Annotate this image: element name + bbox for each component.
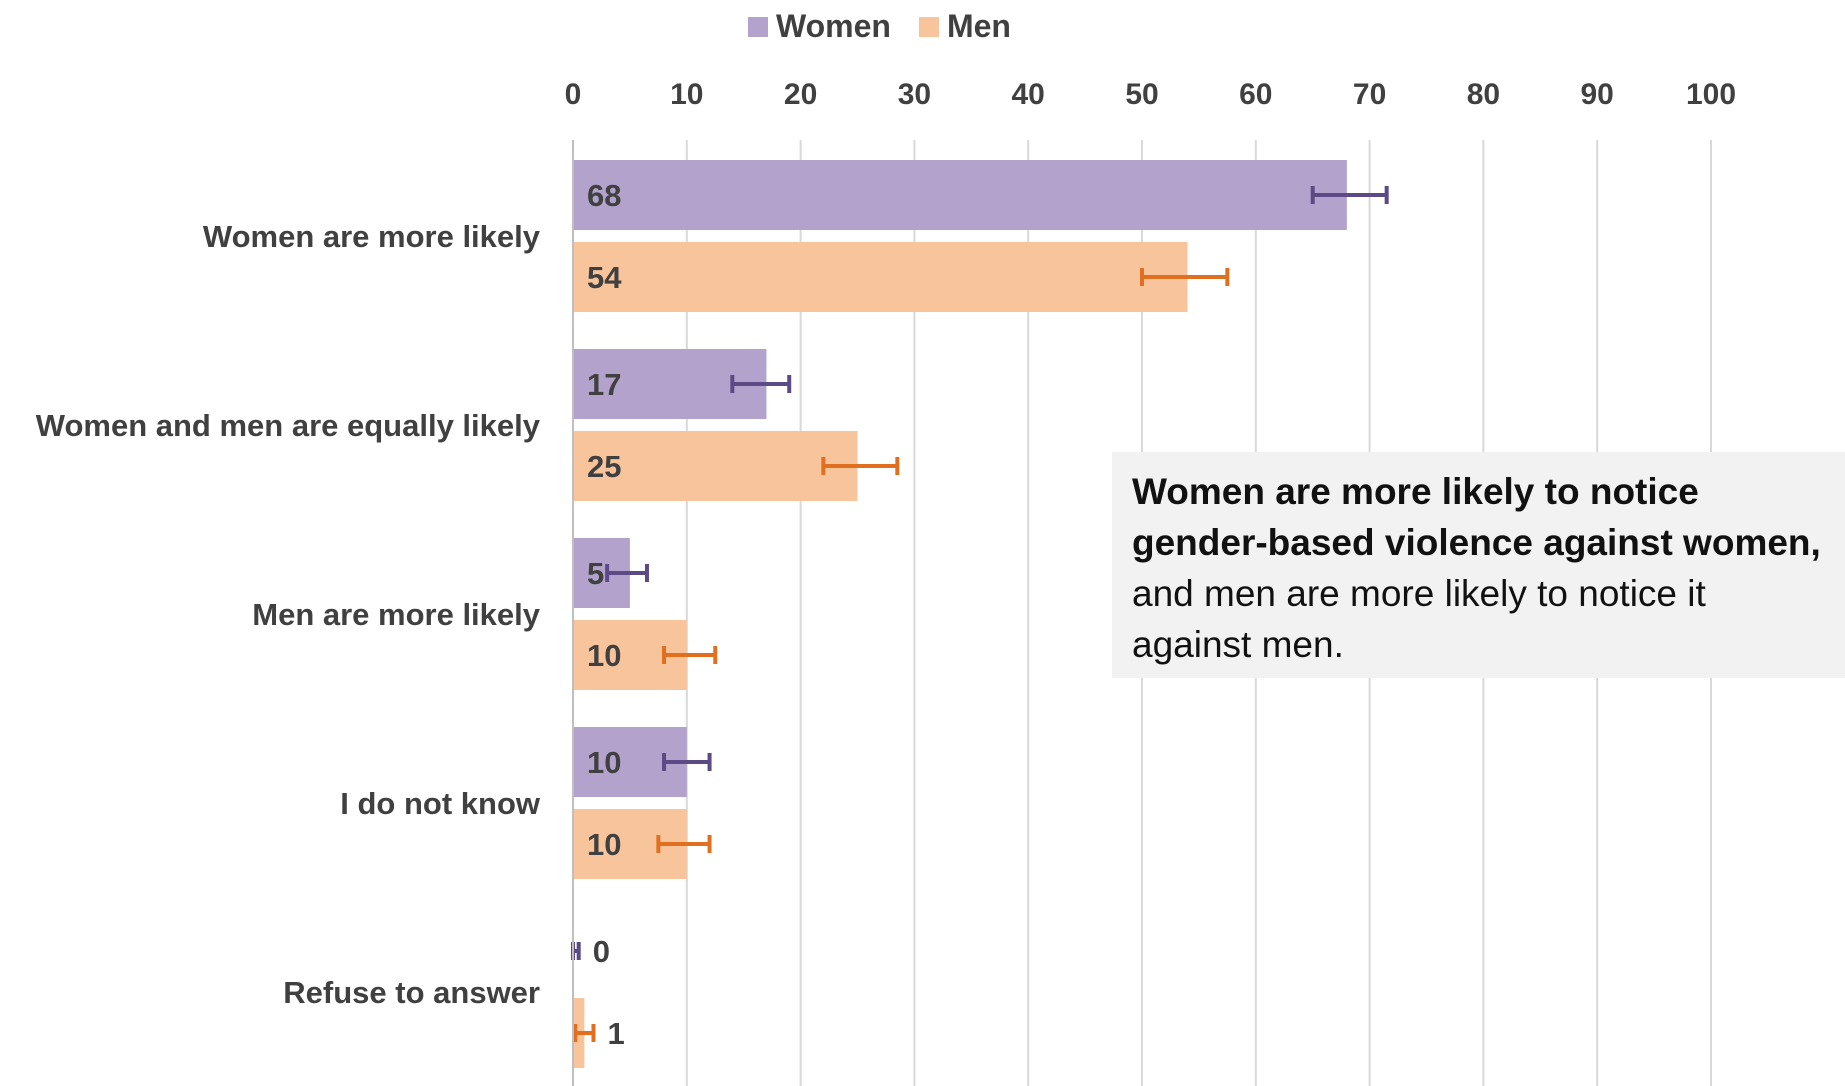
chart-legend: Women Men [748,8,1011,45]
x-tick-label: 80 [1467,78,1500,111]
legend-item-women: Women [748,8,891,45]
data-label-men: 1 [607,1016,624,1051]
data-label-women: 17 [587,367,621,402]
legend-swatch-women [748,16,768,37]
x-tick-label: 70 [1353,78,1386,111]
x-tick-label: 60 [1239,78,1272,111]
data-label-women: 10 [587,745,621,780]
data-label-women: 68 [587,178,621,213]
callout-regular-text: and men are more likely to notice it aga… [1132,573,1706,665]
category-label: Women and men are equally likely [36,408,541,443]
category-label: Men are more likely [252,597,541,632]
legend-swatch-men [918,16,939,37]
category-label: I do not know [340,786,541,821]
legend-label-men: Men [946,8,1011,44]
legend-item-men: Men [918,8,1011,45]
category-label: Refuse to answer [283,975,540,1010]
x-tick-label: 0 [565,78,582,111]
x-tick-label: 30 [898,78,931,111]
legend-label-women: Women [776,8,891,44]
bar-women [573,160,1347,230]
x-tick-label: 20 [784,78,817,111]
x-tick-label: 90 [1581,78,1614,111]
x-tick-label: 100 [1686,78,1736,111]
data-label-men: 10 [587,638,621,673]
data-label-men: 25 [587,449,621,484]
data-label-women: 5 [587,556,604,591]
x-tick-label: 50 [1125,78,1158,111]
bar-men [573,242,1188,312]
x-tick-label: 40 [1012,78,1045,111]
category-label: Women are more likely [203,219,541,254]
callout-box: Women are more likely to notice gender-b… [1112,452,1845,678]
bar-men [573,431,858,501]
data-label-men: 54 [587,260,622,295]
callout-bold-text: Women are more likely to notice gender-b… [1132,471,1821,563]
x-tick-label: 10 [670,78,703,111]
data-label-women: 0 [593,934,610,969]
data-label-men: 10 [587,827,621,862]
